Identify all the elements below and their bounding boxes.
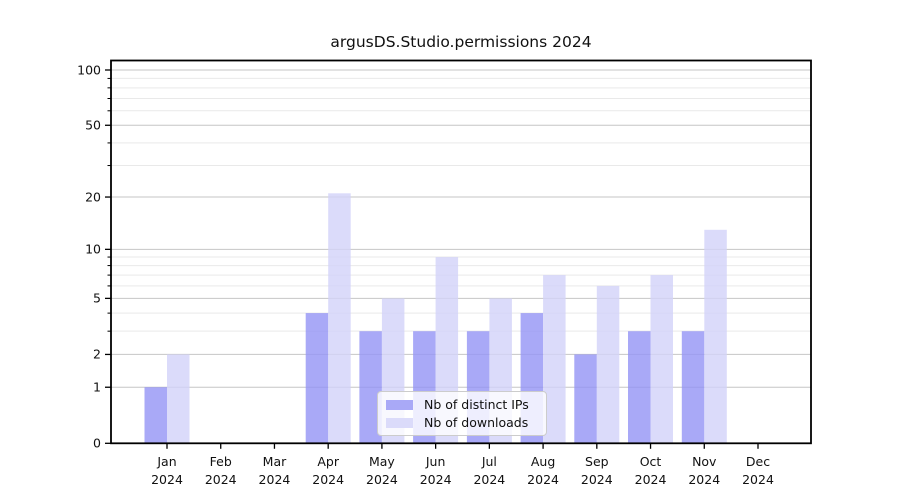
axes-frame [110,59,812,445]
bar-nov-downloads [704,229,727,444]
bar-nov-ips [681,331,705,444]
bar-oct-downloads [650,275,673,444]
x-tick-label-month: Jul [481,454,497,469]
x-tick-label-year: 2024 [742,472,774,487]
x-tick-label-year: 2024 [581,472,613,487]
x-tick-label-month: Jun [425,454,446,469]
x-tick-label-month: Nov [692,454,717,469]
x-tick-label-year: 2024 [366,472,398,487]
y-tick-label: 100 [77,62,101,77]
x-tick-label-month: Aug [531,454,555,469]
x-tick-label-month: May [369,454,395,469]
y-tick-label: 5 [93,291,101,306]
chart-title: argusDS.Studio.permissions 2024 [330,33,592,51]
legend-item-distinct-ips: Nb of distinct IPs [386,397,546,412]
x-tick-label-year: 2024 [473,472,505,487]
bar-jan-downloads [167,354,190,444]
bar-may-ips [359,331,382,444]
x-tick-label-month: Sep [585,454,609,469]
x-tick-label-year: 2024 [420,472,452,487]
y-tick-label: 50 [85,118,101,133]
x-tick-label-month: Jan [156,454,176,469]
bar-sep-ips [574,354,597,444]
legend-label-distinct-ips: Nb of distinct IPs [424,397,529,412]
x-tick-label-year: 2024 [688,472,720,487]
x-tick-label-year: 2024 [151,472,183,487]
legend-label-downloads: Nb of downloads [424,415,529,430]
minor-gridlines [111,77,811,332]
y-tick-label: 20 [85,189,101,204]
bar-aug-downloads [543,275,566,444]
x-tick-label-month: Mar [263,454,287,469]
x-tick-label-month: Oct [640,454,662,469]
bar-jan-ips [144,387,167,444]
legend-swatch-distinct-ips [386,399,413,410]
y-tick-label: 0 [93,436,101,451]
x-tick-label-year: 2024 [635,472,667,487]
legend-swatch-downloads [386,417,413,428]
x-tick-label-year: 2024 [259,472,291,487]
bar-apr-downloads [328,193,351,444]
legend-item-downloads: Nb of downloads [386,415,546,430]
bar-sep-downloads [596,285,620,444]
x-tick-label-month: Dec [746,454,770,469]
x-tick-label-month: Feb [210,454,232,469]
axis-ticks: 0 1 2 5 10 20 50 100 Jan 2024 Feb 2024 Mar 2024 Apr 202… [77,62,774,487]
legend: Nb of distinct IPs Nb of downloads [377,391,547,436]
y-tick-label: 10 [85,242,101,257]
x-tick-label-year: 2024 [312,472,344,487]
x-tick-label-year: 2024 [527,472,559,487]
y-tick-label: 2 [93,347,101,362]
x-tick-label-month: Apr [317,454,339,469]
bar-apr-ips [305,313,329,444]
bar-oct-ips [628,331,651,444]
x-tick-label-year: 2024 [205,472,237,487]
y-tick-label: 1 [93,380,101,395]
